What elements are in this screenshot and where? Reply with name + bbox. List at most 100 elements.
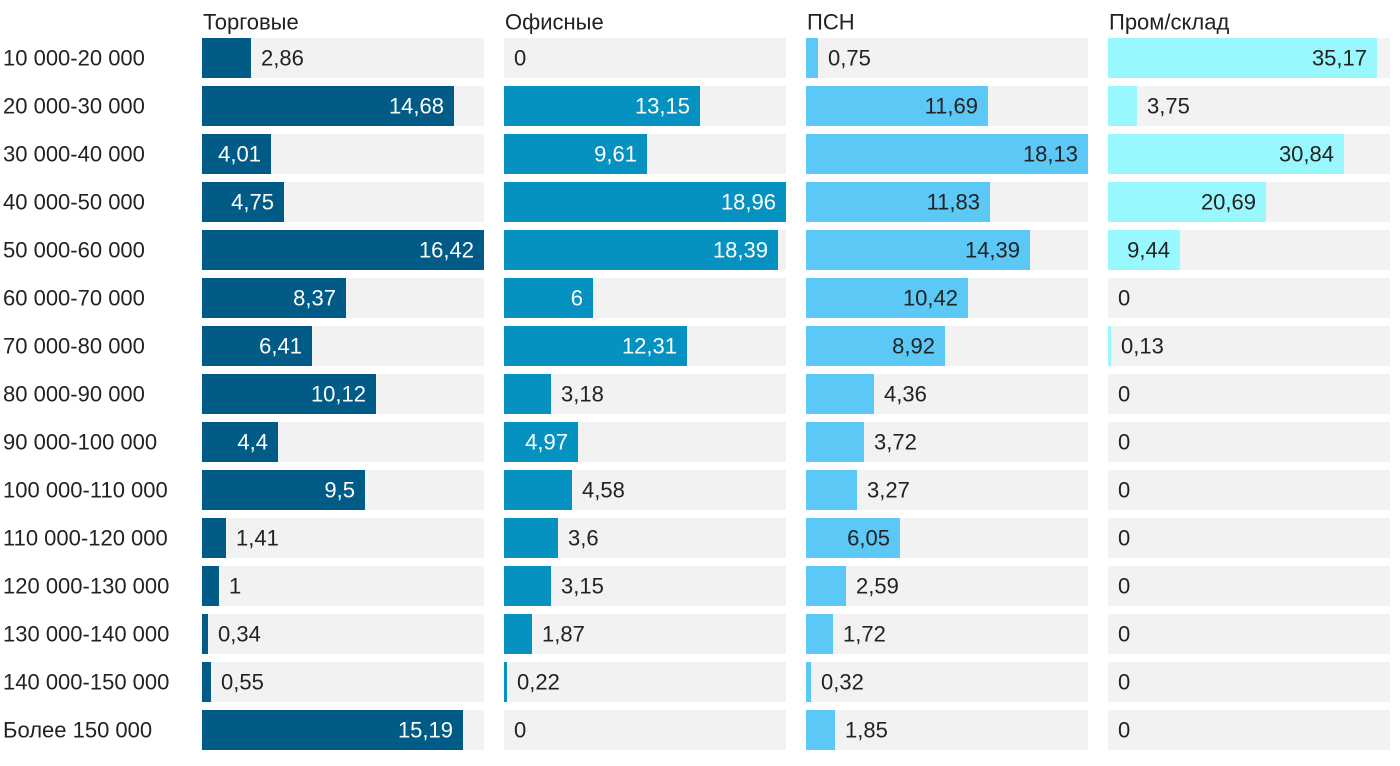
category-label: 90 000-100 000 <box>3 430 157 455</box>
data-label: 0 <box>1118 718 1130 743</box>
bar-track <box>202 614 484 654</box>
data-label: 18,96 <box>721 190 776 215</box>
data-label: 0 <box>1118 670 1130 695</box>
bar-track <box>1108 614 1390 654</box>
bar-track <box>1108 86 1390 126</box>
data-label: 4,01 <box>218 142 261 167</box>
bar-track <box>202 518 484 558</box>
data-label: 0 <box>1118 382 1130 407</box>
data-label: 14,39 <box>965 238 1020 263</box>
bar <box>202 662 211 702</box>
data-label: 0,55 <box>221 670 264 695</box>
bar <box>806 230 1030 270</box>
data-label: 9,44 <box>1127 238 1170 263</box>
data-label: 20,69 <box>1201 190 1256 215</box>
bar <box>202 710 463 750</box>
bar <box>806 38 818 78</box>
data-label: 4,97 <box>525 430 568 455</box>
bar <box>806 182 990 222</box>
bar <box>806 374 874 414</box>
data-label: 11,83 <box>927 190 980 215</box>
category-label: 80 000-90 000 <box>3 382 145 407</box>
data-label: 3,18 <box>561 382 604 407</box>
bar <box>202 518 226 558</box>
bar <box>504 422 578 462</box>
bar <box>202 566 219 606</box>
bar-track <box>1108 374 1390 414</box>
data-label: 0 <box>1118 478 1130 503</box>
bar <box>1108 230 1180 270</box>
bar-track <box>504 662 786 702</box>
data-label: 13,15 <box>635 94 690 119</box>
bar-track <box>1108 326 1390 366</box>
bar <box>504 614 532 654</box>
bar <box>504 566 551 606</box>
data-label: 2,86 <box>261 46 304 71</box>
bar-track <box>1108 566 1390 606</box>
bar-track <box>1108 710 1390 750</box>
bar <box>806 662 811 702</box>
panel-title: Торговые <box>203 10 299 35</box>
bar <box>806 566 846 606</box>
category-label: 10 000-20 000 <box>3 46 145 71</box>
bar-track <box>504 38 786 78</box>
category-label: 100 000-110 000 <box>3 478 168 503</box>
category-label: 60 000-70 000 <box>3 286 145 311</box>
data-label: 9,5 <box>324 478 355 503</box>
data-label: 0 <box>1118 622 1130 647</box>
bar <box>202 374 376 414</box>
category-label: 120 000-130 000 <box>3 574 169 599</box>
category-label: 130 000-140 000 <box>3 622 169 647</box>
data-label: 0 <box>514 46 526 71</box>
bar <box>202 278 346 318</box>
data-label: 3,75 <box>1147 94 1190 119</box>
data-label: 3,6 <box>568 526 599 551</box>
data-label: 0 <box>1118 574 1130 599</box>
category-label: 50 000-60 000 <box>3 238 145 263</box>
bar <box>806 710 835 750</box>
data-label: 11,69 <box>925 94 978 119</box>
bar-track <box>202 662 484 702</box>
data-label: 0,22 <box>517 670 560 695</box>
data-label: 18,39 <box>713 238 768 263</box>
bar <box>1108 38 1377 78</box>
data-label: 1,87 <box>542 622 585 647</box>
bar <box>806 614 833 654</box>
bar-track <box>504 614 786 654</box>
bar-track <box>1108 422 1390 462</box>
data-label: 6 <box>571 286 583 311</box>
data-label: 10,42 <box>903 286 958 311</box>
data-label: 1,41 <box>236 526 279 551</box>
bar-track <box>806 662 1088 702</box>
bar <box>504 326 687 366</box>
data-label: 10,12 <box>311 382 366 407</box>
data-label: 35,17 <box>1312 46 1367 71</box>
bar-track <box>806 710 1088 750</box>
bar-track <box>806 38 1088 78</box>
bar <box>202 38 251 78</box>
data-label: 16,42 <box>419 238 474 263</box>
bar <box>202 134 271 174</box>
category-label: 20 000-30 000 <box>3 94 145 119</box>
bar <box>806 134 1088 174</box>
data-label: 3,15 <box>561 574 604 599</box>
data-label: 4,58 <box>582 478 625 503</box>
bar <box>504 86 700 126</box>
bar-track <box>202 566 484 606</box>
bar <box>806 518 900 558</box>
bar <box>504 518 558 558</box>
bar-track <box>1108 278 1390 318</box>
bar <box>1108 134 1344 174</box>
bar-track <box>1108 470 1390 510</box>
category-label: 30 000-40 000 <box>3 142 145 167</box>
data-label: 2,59 <box>856 574 899 599</box>
panel-title: Офисные <box>505 10 604 35</box>
bar <box>202 326 312 366</box>
data-label: 12,31 <box>622 334 677 359</box>
bar <box>806 278 968 318</box>
panel-title: Пром/склад <box>1109 10 1229 35</box>
data-label: 0,34 <box>218 622 261 647</box>
data-label: 4,4 <box>237 430 268 455</box>
bar <box>504 134 647 174</box>
